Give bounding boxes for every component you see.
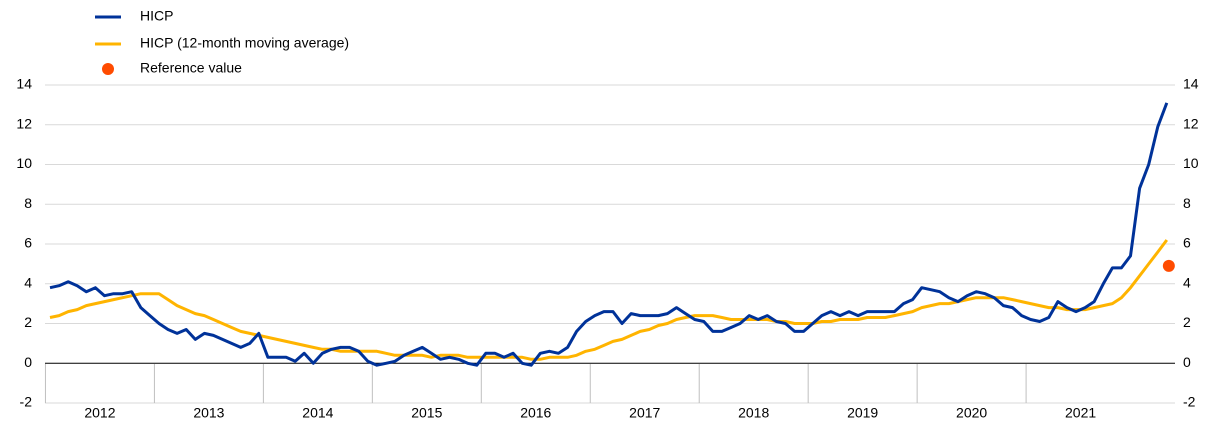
x-tick-label: 2016 (520, 405, 551, 421)
y2-tick-label: 8 (1183, 195, 1191, 211)
x-tick-label: 2021 (1065, 405, 1096, 421)
series-line (49, 239, 1169, 361)
x-tick-label: 2015 (411, 405, 442, 421)
y-tick-label: -2 (20, 394, 33, 410)
y2-tick-label: 6 (1183, 235, 1191, 251)
reference-point (1162, 259, 1175, 272)
y-tick-label: 8 (24, 195, 32, 211)
x-tick-label: 2017 (629, 405, 660, 421)
x-tick-label: 2020 (956, 405, 987, 421)
legend-label: HICP (12-month moving average) (140, 35, 349, 51)
y-tick-label: 14 (16, 76, 32, 92)
legend-swatch (102, 63, 114, 75)
x-tick-label: 2013 (193, 405, 224, 421)
y2-tick-label: 12 (1183, 115, 1199, 131)
y2-tick-label: 10 (1183, 155, 1199, 171)
y-tick-label: 0 (24, 354, 32, 370)
y2-tick-label: 4 (1183, 274, 1191, 290)
y-tick-label: 2 (24, 314, 32, 330)
x-tick-label: 2012 (84, 405, 115, 421)
x-tick-label: 2018 (738, 405, 769, 421)
y2-tick-label: 2 (1183, 314, 1191, 330)
y-tick-label: 10 (16, 155, 32, 171)
series-line (49, 102, 1169, 367)
y2-tick-label: 0 (1183, 354, 1191, 370)
y2-tick-label: 14 (1183, 76, 1199, 92)
x-tick-label: 2019 (847, 405, 878, 421)
x-tick-label: 2014 (302, 405, 333, 421)
y-tick-label: 6 (24, 235, 32, 251)
y-tick-label: 4 (24, 274, 32, 290)
legend-label: Reference value (140, 60, 242, 76)
y-tick-label: 12 (16, 115, 32, 131)
legend-label: HICP (140, 8, 173, 24)
y2-tick-label: -2 (1183, 394, 1196, 410)
